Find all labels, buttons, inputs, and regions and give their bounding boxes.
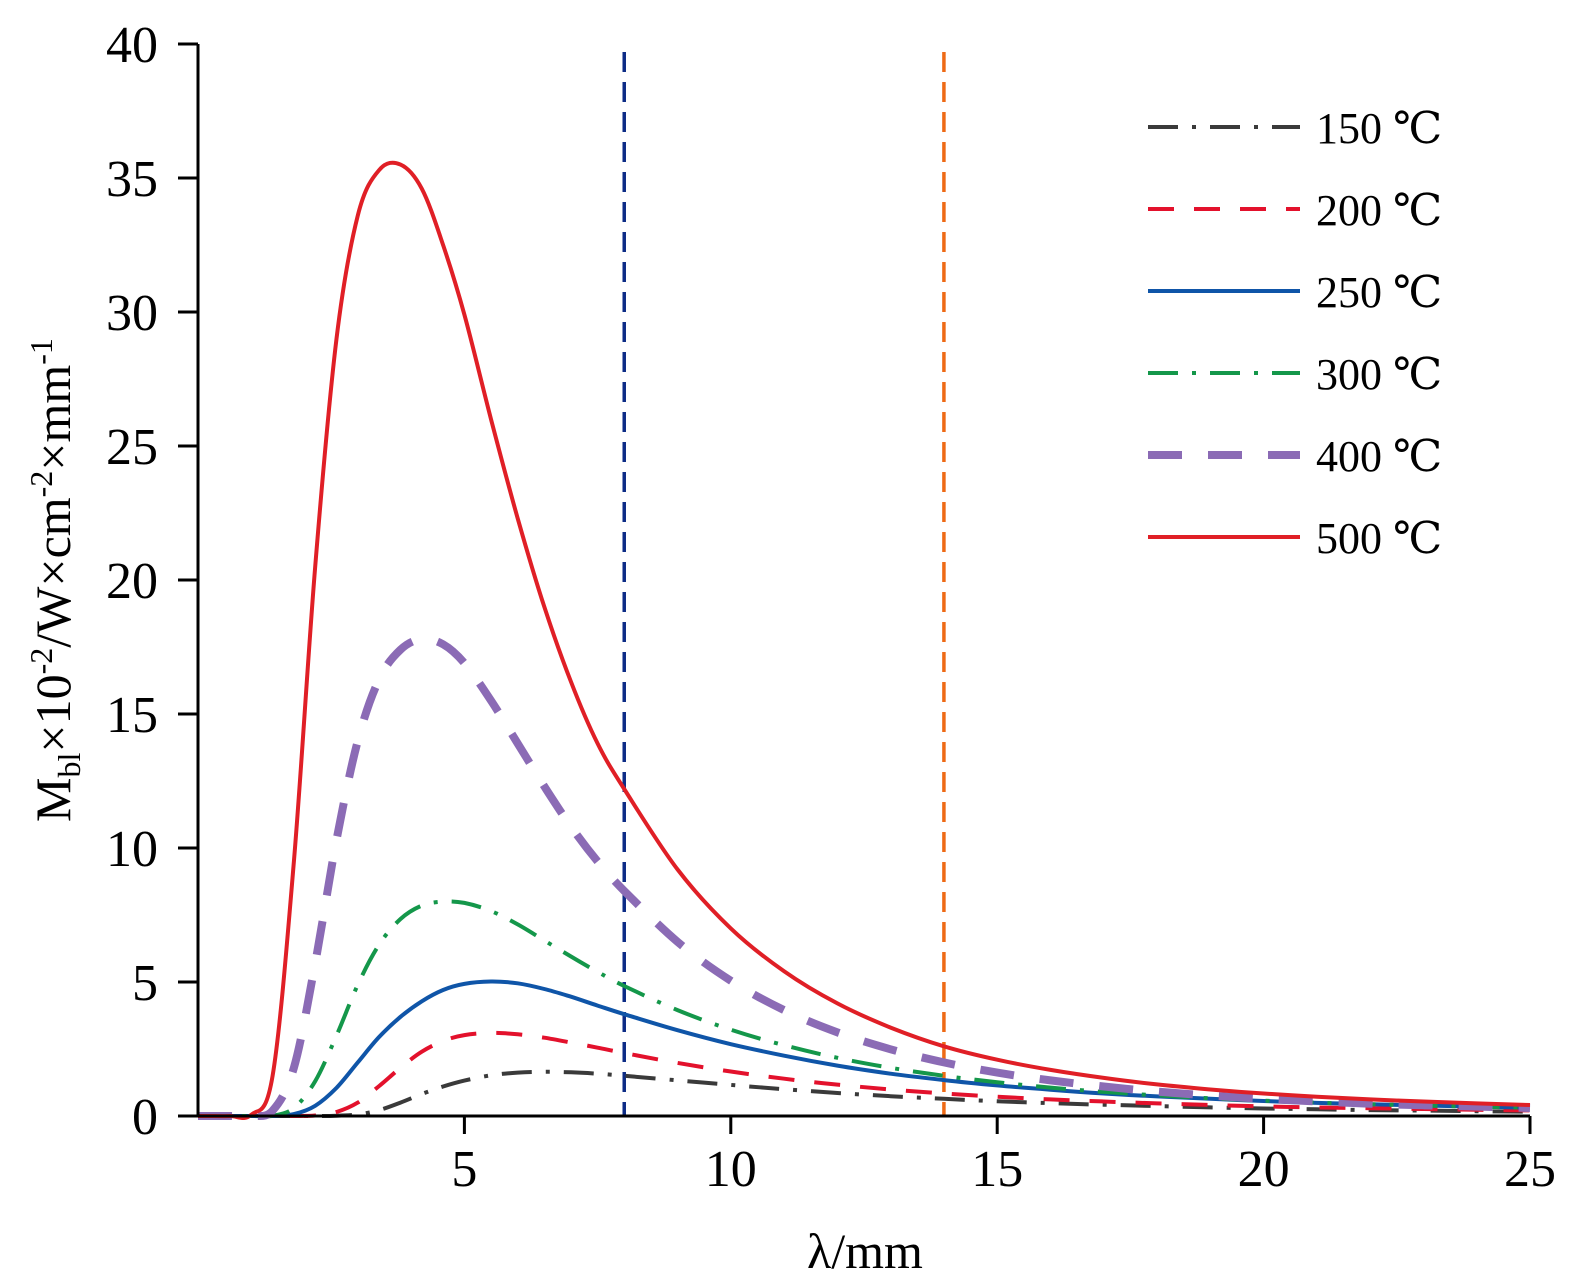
- x-tick-label-3: 20: [1238, 1141, 1290, 1198]
- x-tick-label-4: 25: [1504, 1141, 1556, 1198]
- vertical-markers: [622, 52, 946, 1116]
- y-tick-label-8: 40: [106, 17, 158, 74]
- legend-label-2: 250 ℃: [1316, 268, 1442, 317]
- legend-label-3: 300 ℃: [1316, 350, 1442, 399]
- legend-label-1: 200 ℃: [1316, 186, 1442, 235]
- axes: 0 5 10 15 20 25 30 35 40 5 10 15 20 25: [106, 17, 1556, 1198]
- y-axis-title-part3: ×mm: [25, 365, 81, 471]
- legend-label-0: 150 ℃: [1316, 104, 1442, 153]
- y-axis-title-sup1: -2: [23, 648, 59, 675]
- y-axis-title-sub: bl: [51, 752, 87, 777]
- y-tick-label-7: 35: [106, 151, 158, 208]
- y-tick-label-2: 10: [106, 821, 158, 878]
- x-axis-title: λ/mm: [807, 1223, 923, 1279]
- y-tick-label-5: 25: [106, 419, 158, 476]
- x-tick-label-2: 15: [971, 1141, 1023, 1198]
- x-tick-label-0: 5: [451, 1141, 477, 1198]
- y-axis-title-base: M: [25, 777, 81, 821]
- series-line-3: [198, 899, 1531, 1119]
- legend-label-4: 400 ℃: [1316, 432, 1442, 481]
- y-tick-label-6: 30: [106, 285, 158, 342]
- series-line-5: [198, 160, 1531, 1120]
- series-line-4: [198, 634, 1531, 1121]
- y-axis-title-sup2: -2: [23, 471, 59, 498]
- series-line-0: [198, 1069, 1531, 1118]
- series-line-2: [198, 979, 1531, 1119]
- y-tick-label-0: 0: [132, 1089, 158, 1146]
- x-tick-label-1: 10: [705, 1141, 757, 1198]
- y-axis-title-sup3: -1: [23, 338, 59, 365]
- legend: 150 ℃ 200 ℃ 250 ℃ 300 ℃ 400 ℃ 500 ℃: [1148, 104, 1442, 563]
- y-axis-title: Mbl×10-2/W×cm-2×mm-1: [23, 338, 87, 822]
- y-axis-title-part2: /W×cm: [25, 497, 81, 647]
- y-tick-label-3: 15: [106, 687, 158, 744]
- legend-label-5: 500 ℃: [1316, 514, 1442, 563]
- y-tick-label-1: 5: [132, 955, 158, 1012]
- y-axis-title-part1: ×10: [25, 674, 81, 752]
- y-tick-label-4: 20: [106, 553, 158, 610]
